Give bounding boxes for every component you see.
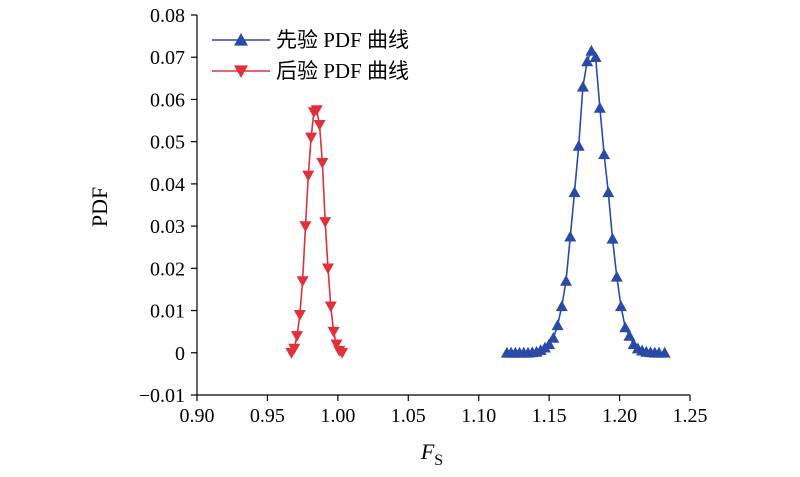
y-axis-label: PDF — [87, 187, 112, 227]
data-point — [551, 319, 564, 331]
legend-entry-1: 先验 PDF 曲线 — [212, 28, 409, 52]
data-point — [302, 170, 315, 182]
data-point — [543, 338, 556, 350]
x-tick-label: 0.90 — [180, 405, 215, 427]
y-tick-label: 0.02 — [150, 258, 185, 280]
data-point — [313, 119, 326, 131]
y-tick-label: 0.03 — [150, 216, 185, 238]
y-tick-label: 0.07 — [150, 47, 185, 69]
data-point — [610, 270, 623, 282]
x-tick-label: 1.25 — [673, 405, 708, 427]
legend-entry-2: 后验 PDF 曲线 — [212, 59, 409, 83]
data-point — [602, 186, 615, 198]
y-tick-label: −0.01 — [139, 385, 185, 407]
data-point — [296, 276, 309, 287]
data-point — [585, 44, 598, 56]
data-point — [568, 186, 581, 198]
data-point — [581, 55, 594, 67]
data-point — [560, 275, 573, 286]
data-point — [330, 339, 343, 351]
legend-marker — [234, 33, 248, 46]
data-point — [324, 301, 337, 313]
data-point — [310, 105, 323, 116]
data-point — [319, 217, 332, 228]
data-point — [299, 221, 312, 233]
data-point — [327, 326, 340, 338]
y-tick-label: 0 — [175, 343, 185, 365]
legend-label: 后验 PDF 曲线 — [276, 59, 409, 83]
data-point — [293, 309, 306, 321]
x-tick-label: 1.15 — [532, 405, 567, 427]
data-point — [336, 347, 349, 359]
data-point — [598, 148, 611, 160]
data-point — [619, 321, 632, 333]
series-layer — [285, 44, 671, 359]
data-point — [555, 300, 568, 312]
data-point — [606, 232, 619, 244]
data-point — [288, 343, 301, 355]
x-tick-label: 1.10 — [461, 405, 496, 427]
x-tick-label: 1.20 — [602, 405, 637, 427]
legend-label: 先验 PDF 曲线 — [276, 28, 409, 52]
data-point — [316, 157, 329, 169]
data-point — [564, 230, 577, 242]
x-axis-label: FS — [420, 439, 443, 469]
data-point — [321, 263, 334, 275]
data-point — [547, 332, 560, 343]
x-axis-label-main: F — [420, 439, 435, 464]
data-point — [589, 51, 602, 63]
series-1 — [500, 44, 671, 358]
x-tick-label: 1.00 — [320, 405, 355, 427]
legend-marker — [234, 65, 248, 78]
x-axis-label-subscript: S — [434, 452, 443, 469]
x-tick-label: 0.95 — [250, 405, 285, 427]
y-tick-label: 0.01 — [150, 301, 185, 323]
data-point — [593, 101, 606, 113]
data-point — [614, 300, 627, 312]
y-tick-label: 0.06 — [150, 89, 185, 111]
data-point — [305, 132, 318, 144]
series-2 — [285, 105, 349, 359]
y-tick-label: 0.04 — [150, 174, 185, 196]
data-point — [623, 329, 636, 341]
y-tick-label: 0.05 — [150, 132, 185, 154]
x-tick-label: 1.05 — [391, 405, 426, 427]
data-point — [291, 331, 304, 342]
data-point — [576, 80, 589, 92]
data-point — [572, 139, 585, 151]
y-tick-label: 0.08 — [150, 5, 185, 27]
data-point — [658, 346, 671, 358]
axes: 0.90 0.95 1.00 1.05 1.10 1.15 1.20 1.25 −0.01 0 0.… — [139, 5, 708, 427]
series-line — [506, 49, 665, 354]
